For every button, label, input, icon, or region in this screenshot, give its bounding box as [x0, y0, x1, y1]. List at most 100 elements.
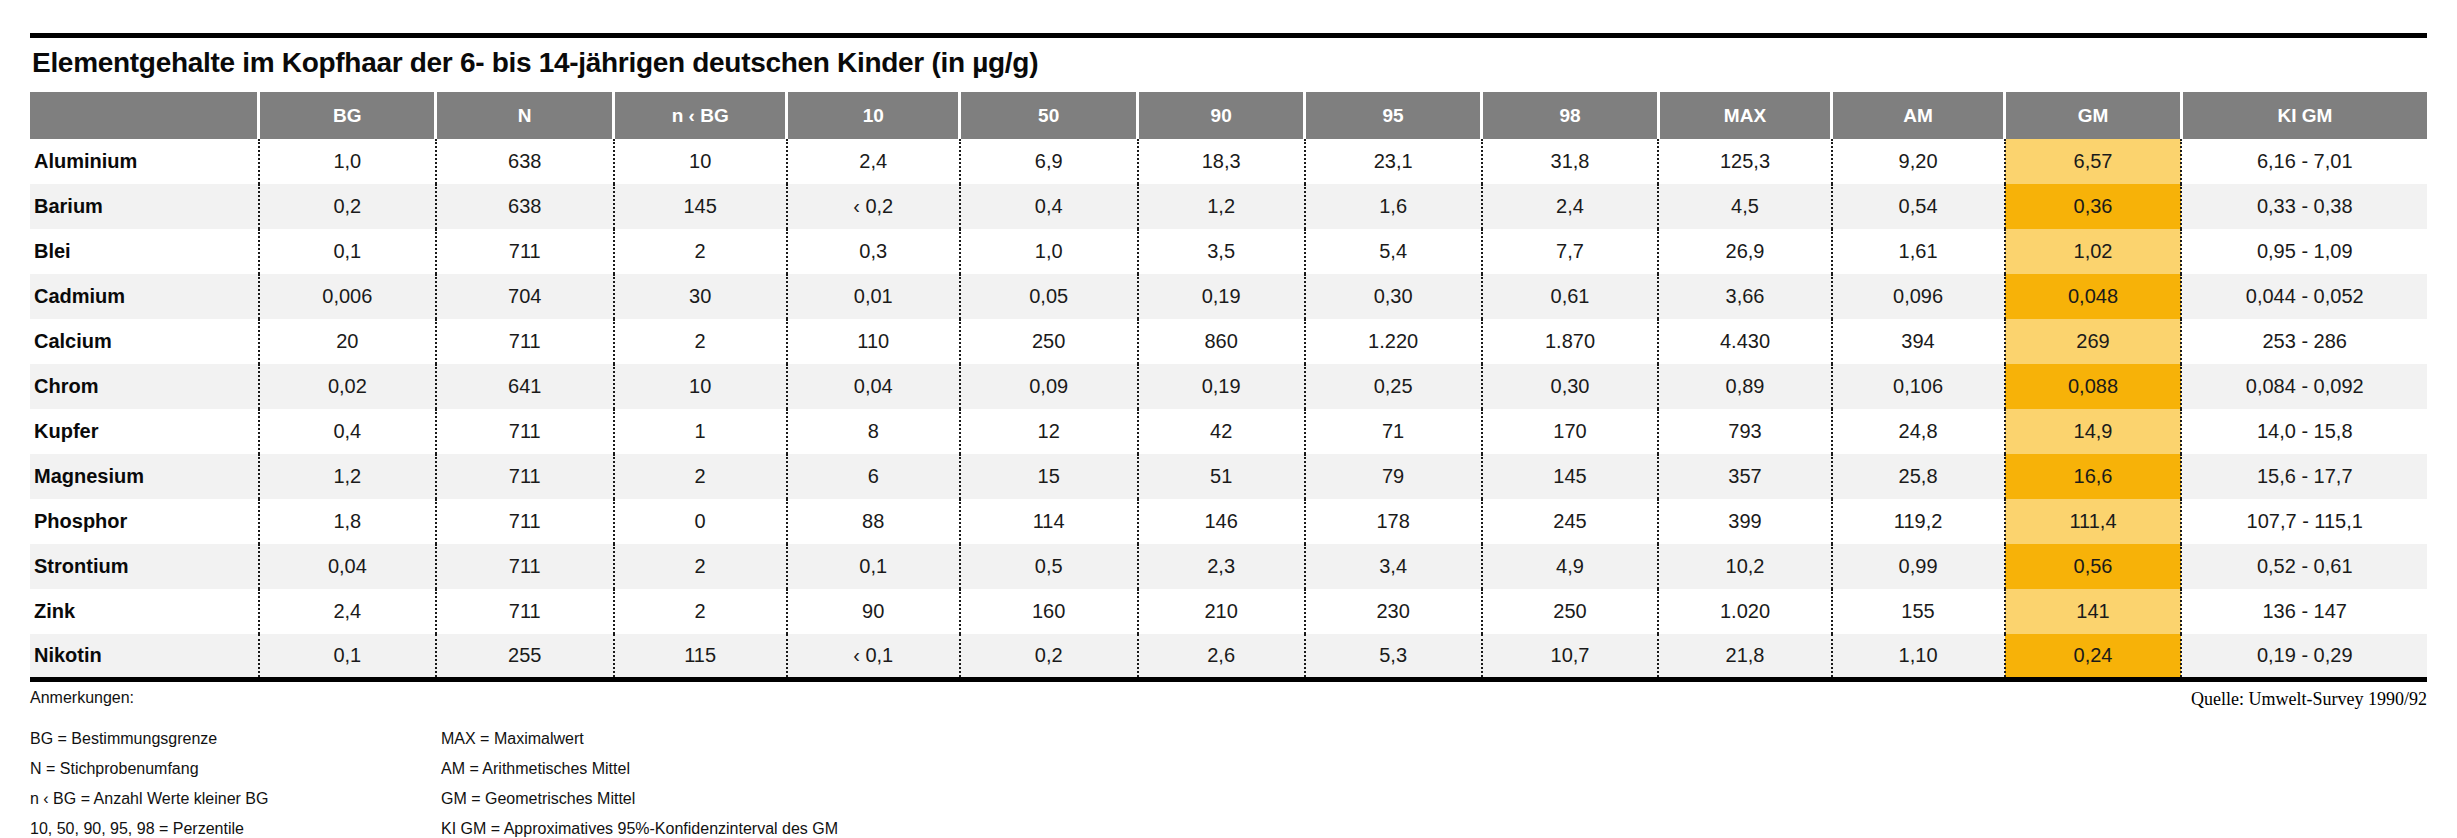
source-note: Quelle: Umwelt-Survey 1990/92	[2191, 689, 2427, 710]
value-cell-98: 2,4	[1482, 184, 1659, 229]
value-cell-n-bg: 2	[614, 544, 787, 589]
value-cell-98: 31,8	[1482, 139, 1659, 184]
table-row-calcium: Calcium2071121102508601.2201.8704.430394…	[30, 319, 2427, 364]
note-line: BG = Bestimmungsgrenze	[30, 724, 441, 754]
value-cell-95: 5,3	[1305, 634, 1482, 679]
value-cell-ki-gm: 0,33 - 0,38	[2181, 184, 2427, 229]
value-cell-ki-gm: 6,16 - 7,01	[2181, 139, 2427, 184]
element-name-cell: Kupfer	[30, 409, 259, 454]
column-header-90: 90	[1138, 92, 1305, 139]
table-row-kupfer: Kupfer0,47111812427117079324,814,914,0 -…	[30, 409, 2427, 454]
table-row-blei: Blei0,171120,31,03,55,47,726,91,611,020,…	[30, 229, 2427, 274]
header-row: BGNn ‹ BG1050909598MAXAMGMKI GM	[30, 92, 2427, 139]
value-cell-max: 21,8	[1658, 634, 1831, 679]
value-cell-50: 0,4	[960, 184, 1138, 229]
value-cell-10: 0,3	[787, 229, 960, 274]
column-header-n-bg: n ‹ BG	[614, 92, 787, 139]
value-cell-10: 8	[787, 409, 960, 454]
value-cell-am: 119,2	[1832, 499, 2005, 544]
value-cell-90: 1,2	[1138, 184, 1305, 229]
value-cell-90: 18,3	[1138, 139, 1305, 184]
value-cell-n-bg: 115	[614, 634, 787, 679]
value-cell-am: 394	[1832, 319, 2005, 364]
value-cell-98: 7,7	[1482, 229, 1659, 274]
value-cell-50: 15	[960, 454, 1138, 499]
value-cell-ki-gm: 0,52 - 0,61	[2181, 544, 2427, 589]
value-cell-ki-gm: 253 - 286	[2181, 319, 2427, 364]
value-cell-bg: 0,1	[259, 634, 436, 679]
value-cell-10: 6	[787, 454, 960, 499]
value-cell-95: 0,30	[1305, 274, 1482, 319]
element-content-table: BGNn ‹ BG1050909598MAXAMGMKI GM Aluminiu…	[30, 92, 2427, 682]
value-cell-50: 250	[960, 319, 1138, 364]
value-cell-ki-gm: 136 - 147	[2181, 589, 2427, 634]
value-cell-bg: 1,2	[259, 454, 436, 499]
value-cell-max: 1.020	[1658, 589, 1831, 634]
value-cell-gm: 16,6	[2005, 454, 2182, 499]
value-cell-ki-gm: 0,084 - 0,092	[2181, 364, 2427, 409]
table-header: BGNn ‹ BG1050909598MAXAMGMKI GM	[30, 92, 2427, 139]
value-cell-n-bg: 1	[614, 409, 787, 454]
value-cell-max: 357	[1658, 454, 1831, 499]
value-cell-n-bg: 10	[614, 364, 787, 409]
value-cell-10: 88	[787, 499, 960, 544]
value-cell-95: 0,25	[1305, 364, 1482, 409]
table-body: Aluminium1,0638102,46,918,323,131,8125,3…	[30, 139, 2427, 679]
value-cell-10: 110	[787, 319, 960, 364]
table-row-zink: Zink2,47112901602102302501.020155141136 …	[30, 589, 2427, 634]
table-row-aluminium: Aluminium1,0638102,46,918,323,131,8125,3…	[30, 139, 2427, 184]
value-cell-max: 125,3	[1658, 139, 1831, 184]
value-cell-98: 145	[1482, 454, 1659, 499]
value-cell-n-bg: 10	[614, 139, 787, 184]
table-row-strontium: Strontium0,0471120,10,52,33,44,910,20,99…	[30, 544, 2427, 589]
element-name-cell: Barium	[30, 184, 259, 229]
value-cell-gm: 0,36	[2005, 184, 2182, 229]
value-cell-n-bg: 145	[614, 184, 787, 229]
value-cell-90: 2,6	[1138, 634, 1305, 679]
value-cell-50: 160	[960, 589, 1138, 634]
table-row-barium: Barium0,2638145‹ 0,20,41,21,62,44,50,540…	[30, 184, 2427, 229]
value-cell-98: 245	[1482, 499, 1659, 544]
value-cell-max: 3,66	[1658, 274, 1831, 319]
element-name-cell: Strontium	[30, 544, 259, 589]
value-cell-n-bg: 0	[614, 499, 787, 544]
value-cell-n: 711	[436, 454, 614, 499]
value-cell-max: 793	[1658, 409, 1831, 454]
value-cell-gm: 269	[2005, 319, 2182, 364]
value-cell-n: 711	[436, 319, 614, 364]
value-cell-n-bg: 2	[614, 589, 787, 634]
value-cell-am: 155	[1832, 589, 2005, 634]
element-name-cell: Cadmium	[30, 274, 259, 319]
column-header-ki-gm: KI GM	[2181, 92, 2427, 139]
value-cell-10: 0,1	[787, 544, 960, 589]
notes-section: BG = BestimmungsgrenzeN = Stichprobenumf…	[30, 724, 2427, 838]
table-footer: Anmerkungen: Quelle: Umwelt-Survey 1990/…	[30, 689, 2427, 710]
value-cell-n: 641	[436, 364, 614, 409]
value-cell-98: 1.870	[1482, 319, 1659, 364]
value-cell-gm: 6,57	[2005, 139, 2182, 184]
value-cell-gm: 0,048	[2005, 274, 2182, 319]
value-cell-50: 0,2	[960, 634, 1138, 679]
column-header-bg: BG	[259, 92, 436, 139]
value-cell-95: 178	[1305, 499, 1482, 544]
value-cell-am: 1,61	[1832, 229, 2005, 274]
value-cell-am: 0,106	[1832, 364, 2005, 409]
value-cell-98: 4,9	[1482, 544, 1659, 589]
value-cell-ki-gm: 14,0 - 15,8	[2181, 409, 2427, 454]
value-cell-ki-gm: 15,6 - 17,7	[2181, 454, 2427, 499]
value-cell-95: 3,4	[1305, 544, 1482, 589]
notes-heading: Anmerkungen:	[30, 689, 134, 707]
value-cell-98: 0,61	[1482, 274, 1659, 319]
note-line: AM = Arithmetisches Mittel	[441, 754, 2427, 784]
value-cell-max: 26,9	[1658, 229, 1831, 274]
value-cell-n: 711	[436, 544, 614, 589]
top-rule	[30, 33, 2427, 38]
value-cell-gm: 0,24	[2005, 634, 2182, 679]
value-cell-95: 71	[1305, 409, 1482, 454]
value-cell-10: 90	[787, 589, 960, 634]
value-cell-n: 711	[436, 499, 614, 544]
value-cell-am: 0,54	[1832, 184, 2005, 229]
value-cell-n: 638	[436, 184, 614, 229]
value-cell-n-bg: 2	[614, 454, 787, 499]
value-cell-n-bg: 2	[614, 229, 787, 274]
